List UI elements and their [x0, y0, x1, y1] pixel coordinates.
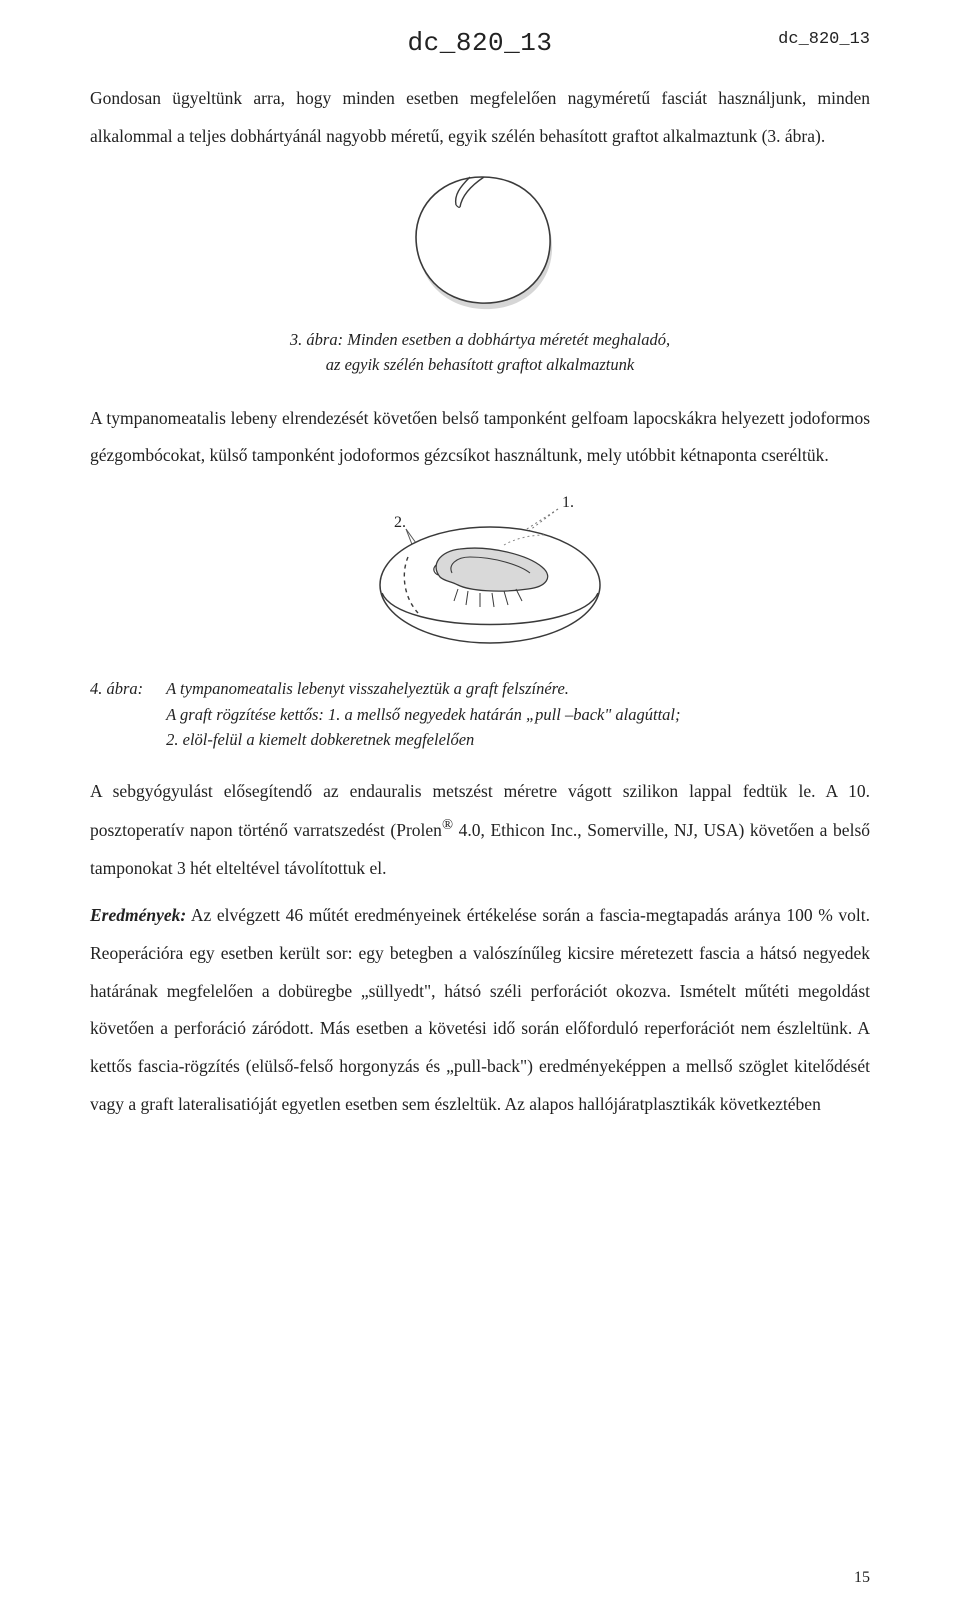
- paragraph-2: A tympanomeatalis lebeny elrendezését kö…: [90, 400, 870, 475]
- paragraph-4: Eredmények: Az elvégzett 46 műtét eredmé…: [90, 897, 870, 1123]
- results-label: Eredmények:: [90, 905, 186, 925]
- figure-4-caption-lead: 4. ábra:: [90, 676, 162, 702]
- figure-4-caption: 4. ábra: A tympanomeatalis lebenyt vissz…: [90, 676, 870, 753]
- figure-4-label-2: 2.: [394, 514, 406, 531]
- page-number: 15: [854, 1569, 870, 1587]
- figure-3-caption-line2: az egyik szélén behasított graftot alkal…: [326, 355, 634, 374]
- figure-4-label-1: 1.: [562, 494, 574, 511]
- figure-3: [90, 165, 870, 320]
- registered-symbol: ®: [442, 817, 453, 833]
- paragraph-1: Gondosan ügyeltünk arra, hogy minden ese…: [90, 80, 870, 155]
- figure-3-caption-line1: 3. ábra: Minden esetben a dobhártya mére…: [290, 330, 670, 349]
- figure-4-caption-line2: A graft rögzítése kettős: 1. a mellső ne…: [166, 705, 680, 724]
- figure-4-caption-line1: A tympanomeatalis lebenyt visszahelyeztü…: [166, 679, 569, 698]
- paragraph-3-line1: A sebgyógyulást elősegítendő az endaural…: [90, 781, 816, 801]
- figure-3-caption: 3. ábra: Minden esetben a dobhártya mére…: [90, 328, 870, 378]
- figure-3-svg: [400, 165, 560, 315]
- paragraph-4-body: Az elvégzett 46 műtét eredményeinek érté…: [90, 905, 870, 1113]
- figure-4: 1. 2.: [90, 485, 870, 670]
- header-center-code: dc_820_13: [90, 28, 870, 58]
- figure-4-svg: 1. 2.: [330, 485, 630, 665]
- page-header: dc_820_13 dc_820_13: [90, 28, 870, 66]
- header-right-code: dc_820_13: [778, 30, 870, 49]
- page: dc_820_13 dc_820_13 Gondosan ügyeltünk a…: [0, 0, 960, 1613]
- figure-4-caption-line3: 2. elöl-felül a kiemelt dobkeretnek megf…: [166, 730, 474, 749]
- paragraph-3: A sebgyógyulást elősegítendő az endaural…: [90, 773, 870, 888]
